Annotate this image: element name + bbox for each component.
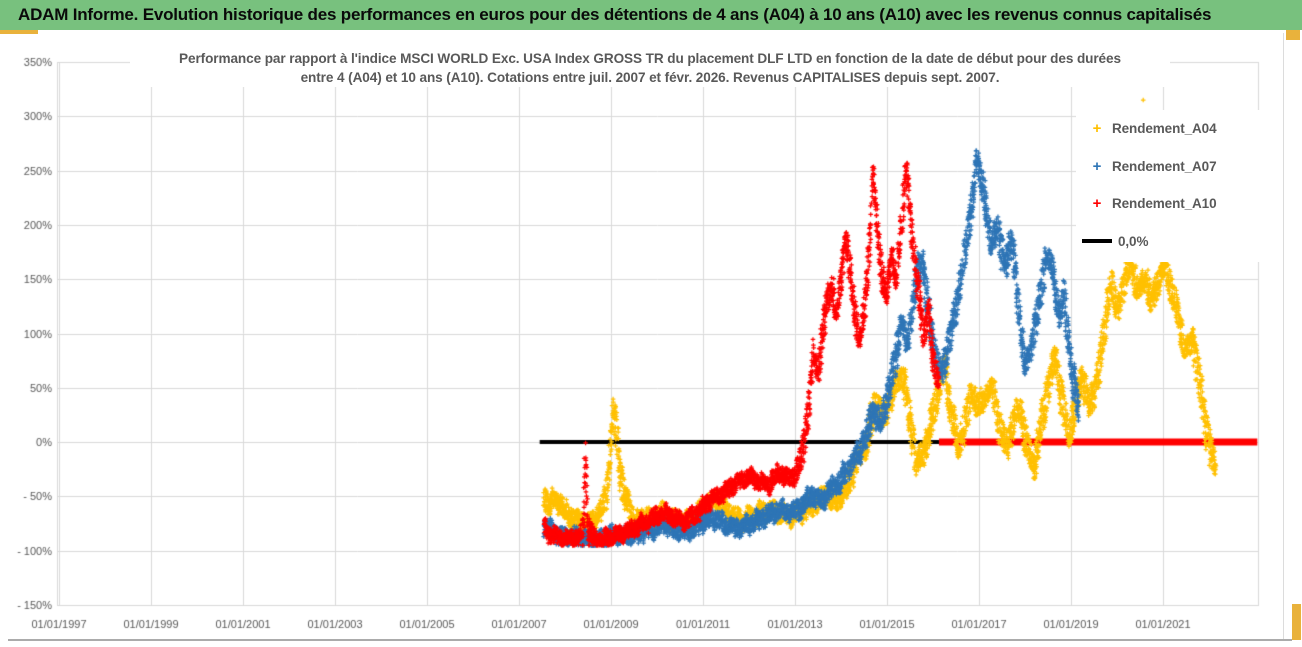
chart-title-line-2: entre 4 (A04) et 10 ans (A10). Cotations… <box>300 70 1000 85</box>
legend-label: Rendement_A04 <box>1112 121 1217 137</box>
legend-label: Rendement_A07 <box>1112 158 1217 174</box>
plus-marker-icon: + <box>1092 157 1102 175</box>
legend-item-rendement-a04[interactable]: + Rendement_A04 <box>1076 110 1262 148</box>
legend-item-rendement-a10[interactable]: + Rendement_A10 <box>1076 185 1262 223</box>
line-marker-icon <box>1082 239 1112 244</box>
plus-marker-icon: + <box>1092 120 1102 138</box>
chart-legend: + Rendement_A04 + Rendement_A07 + Rendem… <box>1076 110 1262 262</box>
legend-label: 0,0% <box>1118 233 1149 249</box>
legend-item-rendement-a07[interactable]: + Rendement_A07 <box>1076 148 1262 186</box>
chart-title-line-1: Performance par rapport à l'indice MSCI … <box>179 51 1121 66</box>
chart-title: Performance par rapport à l'indice MSCI … <box>130 49 1170 87</box>
plus-marker-icon: + <box>1092 195 1102 213</box>
legend-label: Rendement_A10 <box>1112 196 1217 212</box>
legend-item-zero-line[interactable]: 0,0% <box>1076 223 1262 261</box>
